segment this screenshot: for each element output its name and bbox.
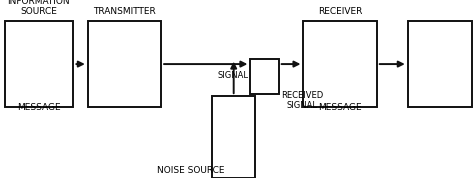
Bar <box>5 21 73 107</box>
Text: INFORMATION
SOURCE: INFORMATION SOURCE <box>8 0 70 16</box>
Text: SIGNAL: SIGNAL <box>218 71 249 80</box>
Text: RECEIVER: RECEIVER <box>318 7 363 16</box>
Text: NOISE SOURCE: NOISE SOURCE <box>157 166 224 175</box>
Bar <box>250 59 279 94</box>
Bar <box>212 96 255 178</box>
Text: MESSAGE: MESSAGE <box>319 103 362 112</box>
Bar <box>88 21 161 107</box>
Text: RECEIVED
SIGNAL: RECEIVED SIGNAL <box>281 91 323 110</box>
Bar <box>408 21 472 107</box>
Text: MESSAGE: MESSAGE <box>17 103 61 112</box>
Text: TRANSMITTER: TRANSMITTER <box>93 7 156 16</box>
Bar <box>303 21 377 107</box>
